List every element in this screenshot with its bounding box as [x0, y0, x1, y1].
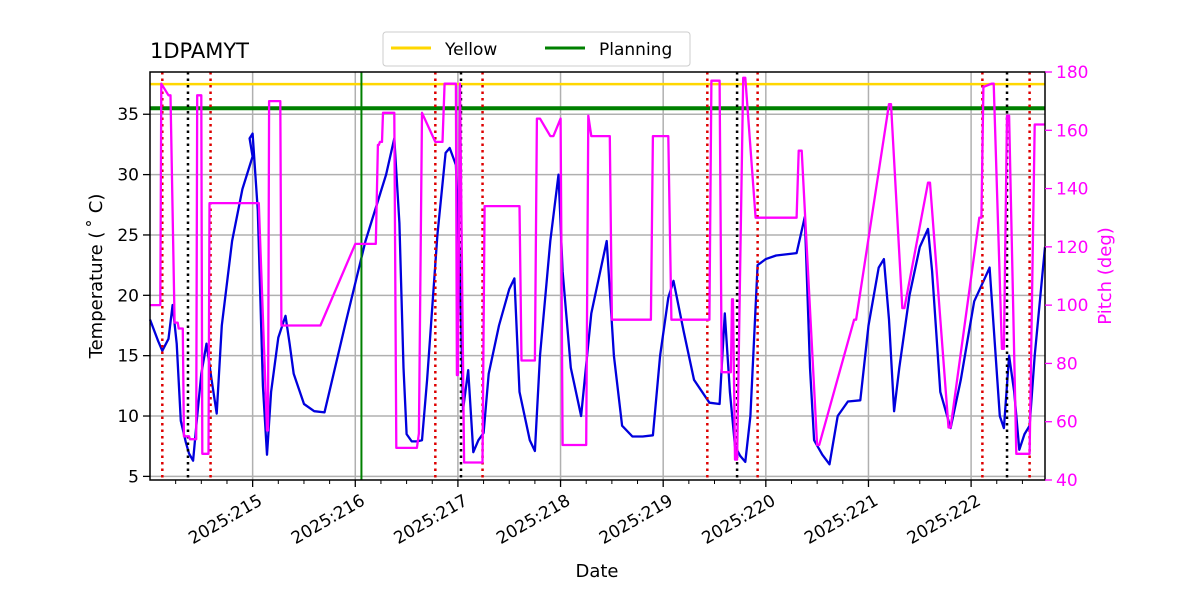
axes-frame	[149, 71, 1046, 481]
y-axis-label: Temperature ( ˚ C)	[86, 194, 107, 360]
legend-label-planning: Planning	[599, 40, 672, 60]
y2-tick-label-3: 100	[1056, 296, 1088, 316]
y2-tick-label-5: 140	[1056, 180, 1088, 200]
limit-lines	[150, 82, 1045, 111]
temperature-series	[148, 132, 1047, 466]
pitch-series	[150, 76, 1045, 464]
y-tick-label-6: 35	[117, 105, 139, 125]
y-tick-label-5: 30	[117, 166, 139, 186]
event-lines	[161, 72, 1031, 480]
y-tick-label-4: 25	[117, 226, 139, 246]
y2-tick-label-1: 60	[1056, 413, 1078, 433]
y-tick-label-0: 5	[128, 467, 139, 487]
legend-box	[382, 31, 691, 67]
y-tick-label-2: 15	[117, 347, 139, 367]
y2-axis-label: Pitch (deg)	[1095, 227, 1116, 325]
y-tick-label-3: 20	[117, 286, 139, 306]
temperature-line	[148, 132, 1047, 466]
y2-tick-label-2: 80	[1056, 354, 1078, 374]
legend-label-yellow: Yellow	[444, 40, 497, 60]
x-axis-label: Date	[575, 561, 618, 582]
pitch-line	[150, 76, 1045, 464]
y2-tick-label-4: 120	[1056, 238, 1088, 258]
y2-tick-label-0: 40	[1056, 471, 1078, 491]
plot-frame	[149, 71, 1046, 481]
chart-title: 1DPAMYT	[150, 39, 249, 63]
legend: Yellow Planning	[382, 31, 691, 67]
y2-tick-label-6: 160	[1056, 121, 1088, 141]
y-tick-label-1: 10	[117, 407, 139, 427]
y2-tick-label-7: 180	[1056, 63, 1088, 83]
